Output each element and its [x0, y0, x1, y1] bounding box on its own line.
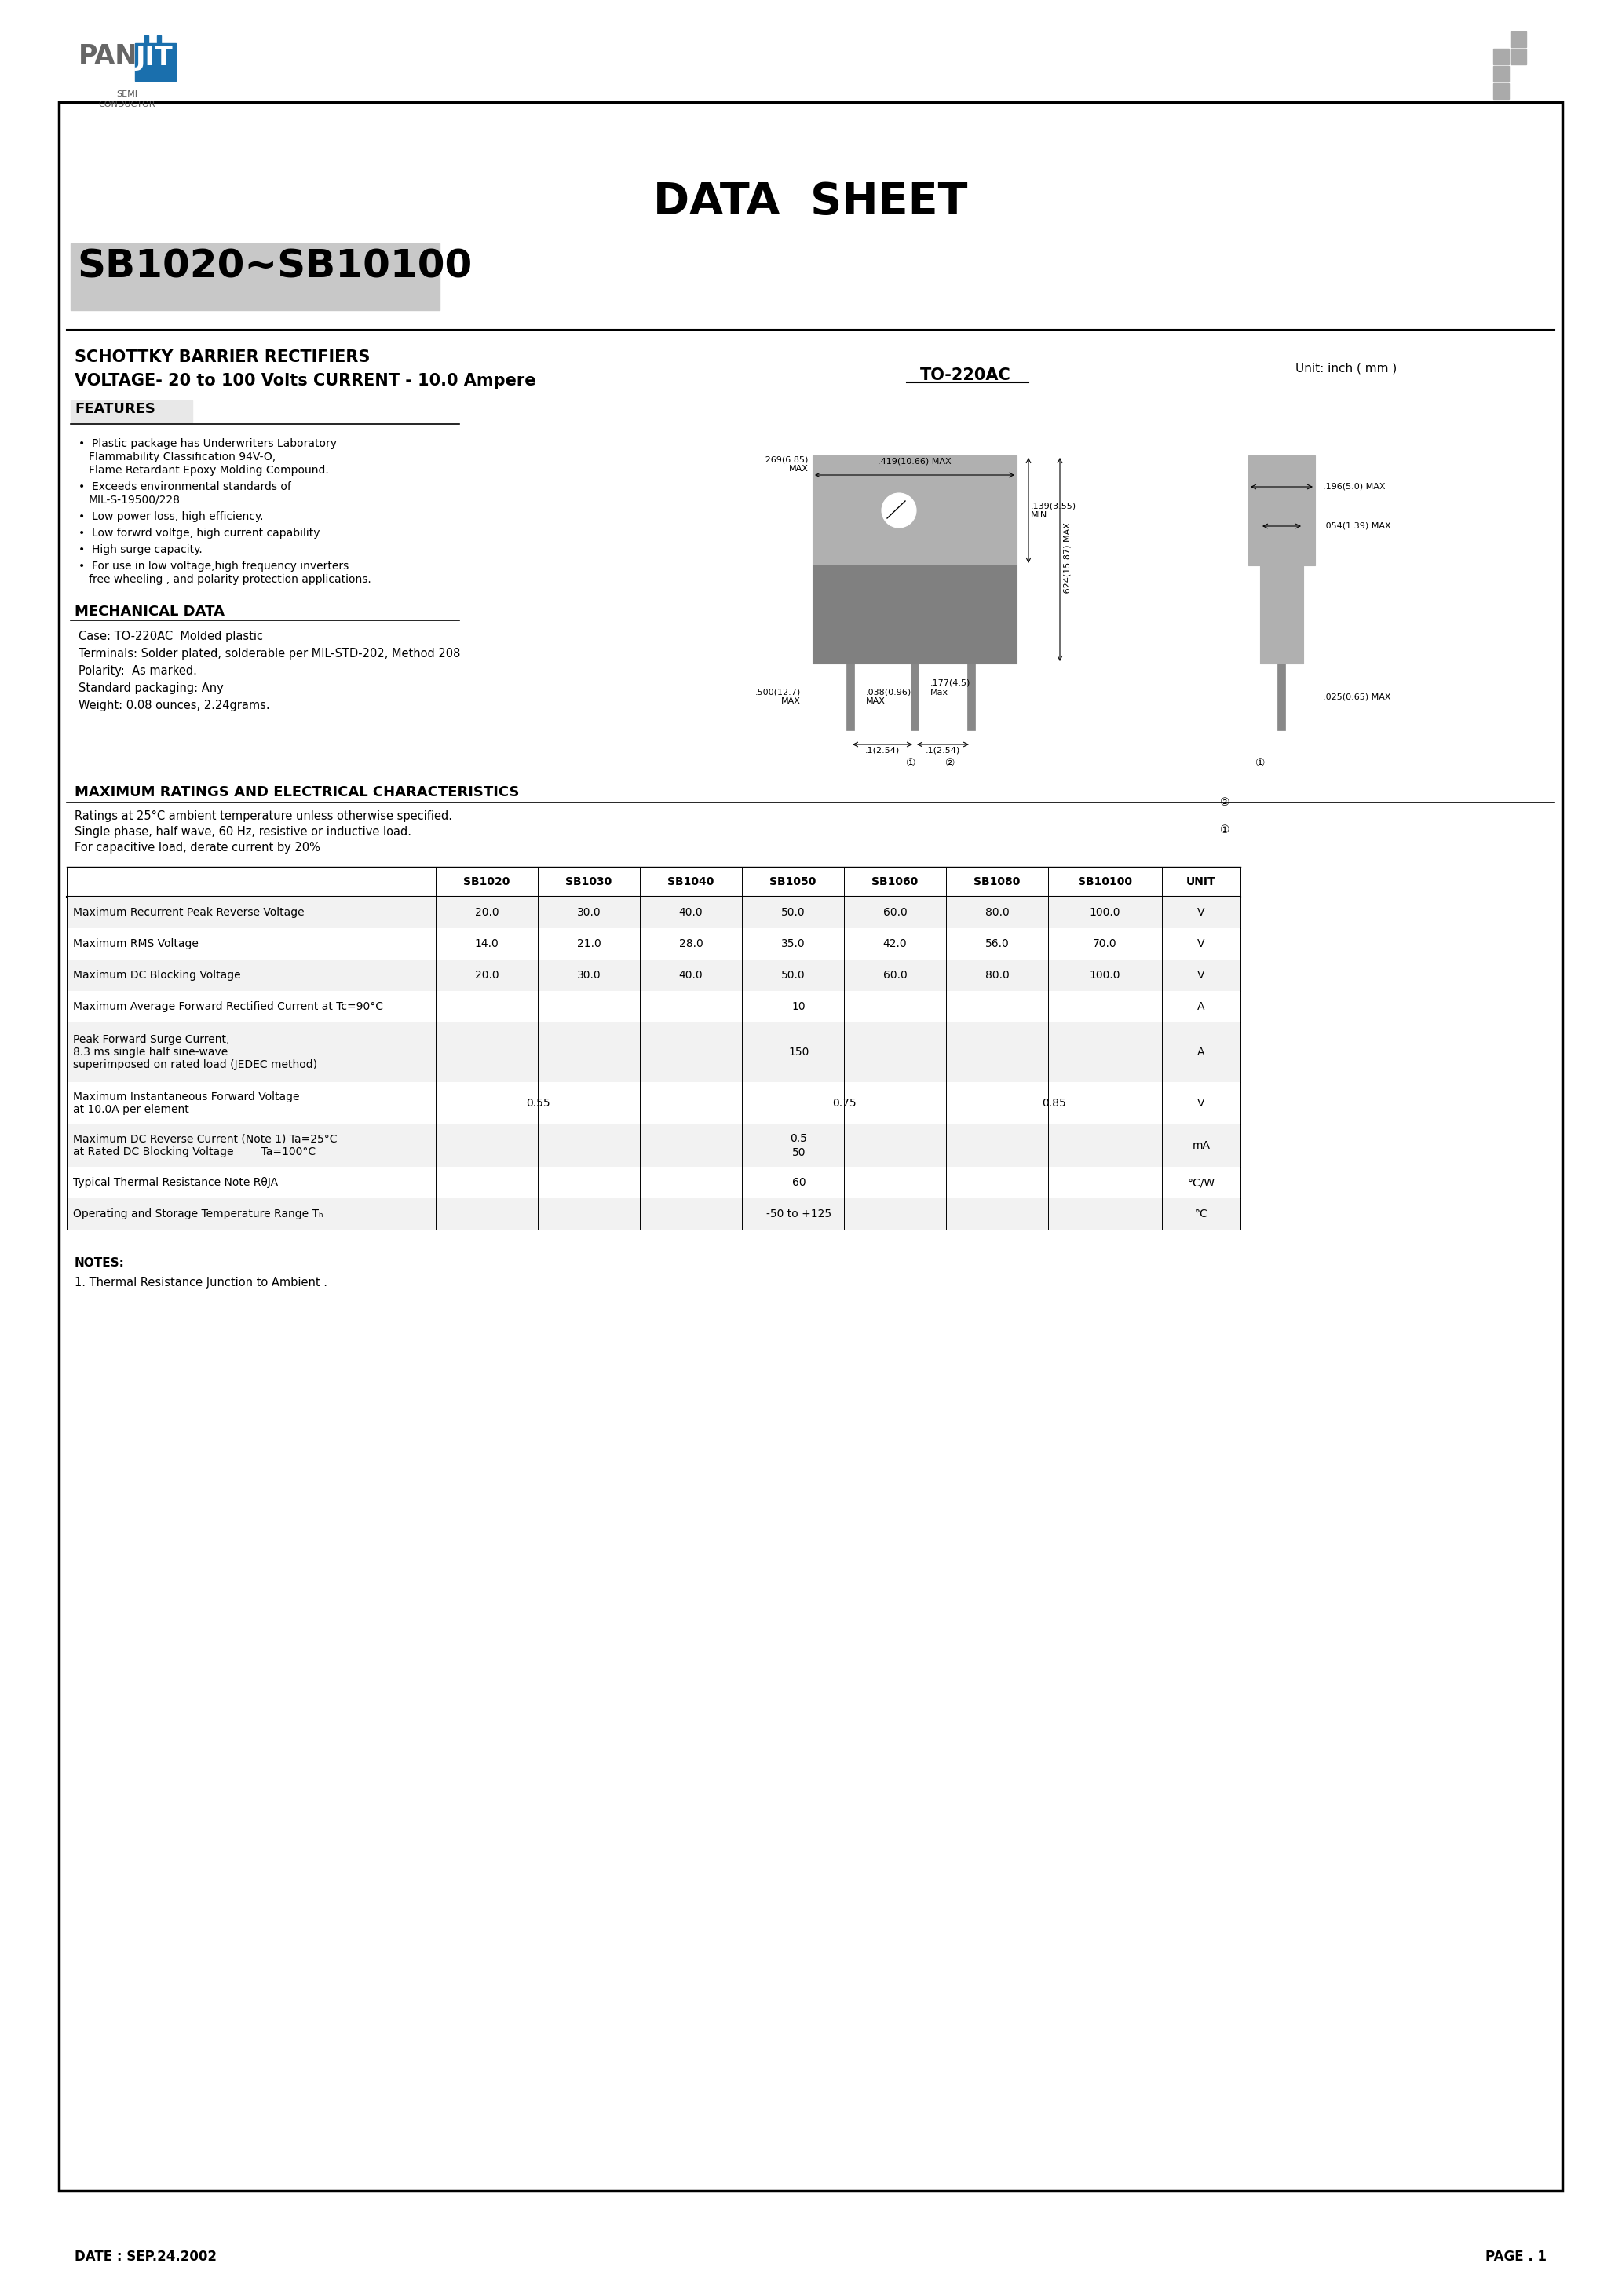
- Bar: [67, 1166, 1241, 1199]
- Text: SB1030: SB1030: [566, 877, 611, 886]
- Text: 100.0: 100.0: [1090, 969, 1121, 980]
- Text: UNIT: UNIT: [1186, 877, 1216, 886]
- Bar: [1494, 83, 1508, 99]
- Text: Polarity:  As marked.: Polarity: As marked.: [78, 666, 196, 677]
- Text: 20.0: 20.0: [475, 969, 500, 980]
- Text: 40.0: 40.0: [680, 969, 702, 980]
- Text: 14.0: 14.0: [475, 939, 500, 948]
- Text: For capacitive load, derate current by 20%: For capacitive load, derate current by 2…: [75, 843, 320, 854]
- Text: .139(3.55)
MIN: .139(3.55) MIN: [1032, 503, 1077, 519]
- Text: -50 to +125: -50 to +125: [766, 1208, 832, 1219]
- Text: 21.0: 21.0: [577, 939, 600, 948]
- Text: CONDUCTOR: CONDUCTOR: [99, 101, 156, 108]
- Text: .1(2.54): .1(2.54): [926, 746, 960, 753]
- Text: .624(15.87) MAX: .624(15.87) MAX: [1064, 521, 1072, 597]
- Text: SB1020~SB10100: SB1020~SB10100: [76, 248, 472, 285]
- Text: ①: ①: [1220, 824, 1229, 836]
- Text: 56.0: 56.0: [985, 939, 1009, 948]
- Text: MIL-S-19500/228: MIL-S-19500/228: [89, 494, 180, 505]
- Bar: [71, 243, 440, 310]
- Text: FEATURES: FEATURES: [75, 402, 156, 416]
- Text: •  Plastic package has Underwriters Laboratory: • Plastic package has Underwriters Labor…: [78, 439, 337, 450]
- Text: SB1060: SB1060: [871, 877, 918, 886]
- Bar: [67, 928, 1241, 960]
- Text: free wheeling , and polarity protection applications.: free wheeling , and polarity protection …: [89, 574, 371, 585]
- Text: 80.0: 80.0: [985, 969, 1009, 980]
- Text: SB10100: SB10100: [1079, 877, 1132, 886]
- Bar: [157, 34, 161, 44]
- Text: 0.75: 0.75: [832, 1097, 856, 1109]
- Text: Standard packaging: Any: Standard packaging: Any: [78, 682, 224, 693]
- Text: SB1020: SB1020: [464, 877, 509, 886]
- Text: 0.55: 0.55: [526, 1097, 550, 1109]
- Text: 0.85: 0.85: [1041, 1097, 1066, 1109]
- Bar: [67, 1125, 1241, 1166]
- Text: Maximum DC Reverse Current (Note 1) Ta=25°C
at Rated DC Blocking Voltage        : Maximum DC Reverse Current (Note 1) Ta=2…: [73, 1134, 337, 1157]
- Text: .269(6.85)
MAX: .269(6.85) MAX: [762, 455, 809, 473]
- Text: 35.0: 35.0: [780, 939, 805, 948]
- Bar: [67, 992, 1241, 1022]
- Text: V: V: [1197, 1097, 1205, 1109]
- Text: SB1080: SB1080: [973, 877, 1020, 886]
- Text: V: V: [1197, 969, 1205, 980]
- Bar: [1249, 455, 1315, 565]
- Text: 50.0: 50.0: [780, 907, 805, 918]
- Text: ②: ②: [1220, 797, 1229, 808]
- Bar: [67, 1199, 1241, 1231]
- Text: Flammability Classification 94V-O,: Flammability Classification 94V-O,: [89, 452, 276, 461]
- Text: Weight: 0.08 ounces, 2.24grams.: Weight: 0.08 ounces, 2.24grams.: [78, 700, 269, 712]
- Bar: [67, 960, 1241, 992]
- Bar: [813, 565, 1017, 664]
- Text: SEMI: SEMI: [117, 90, 138, 99]
- Text: NOTES:: NOTES:: [75, 1258, 125, 1270]
- Text: Unit: inch ( mm ): Unit: inch ( mm ): [1296, 363, 1397, 374]
- Text: Maximum Average Forward Rectified Current at Tc=90°C: Maximum Average Forward Rectified Curren…: [73, 1001, 383, 1013]
- Text: DATE : SEP.24.2002: DATE : SEP.24.2002: [75, 2250, 217, 2264]
- Text: MECHANICAL DATA: MECHANICAL DATA: [75, 604, 224, 618]
- Text: Ratings at 25°C ambient temperature unless otherwise specified.: Ratings at 25°C ambient temperature unle…: [75, 810, 453, 822]
- Bar: [135, 44, 175, 80]
- Bar: [1260, 565, 1302, 664]
- Text: 30.0: 30.0: [577, 969, 600, 980]
- Text: TO-220AC: TO-220AC: [920, 367, 1011, 383]
- Text: °C/W: °C/W: [1187, 1178, 1215, 1187]
- Text: MAXIMUM RATINGS AND ELECTRICAL CHARACTERISTICS: MAXIMUM RATINGS AND ELECTRICAL CHARACTER…: [75, 785, 519, 799]
- Text: VOLTAGE- 20 to 100 Volts CURRENT - 10.0 Ampere: VOLTAGE- 20 to 100 Volts CURRENT - 10.0 …: [75, 372, 535, 388]
- Text: Maximum RMS Voltage: Maximum RMS Voltage: [73, 939, 198, 948]
- Text: Peak Forward Surge Current,
8.3 ms single half sine-wave
superimposed on rated l: Peak Forward Surge Current, 8.3 ms singl…: [73, 1033, 318, 1070]
- Text: PAN: PAN: [78, 44, 138, 69]
- Text: A: A: [1197, 1047, 1205, 1058]
- Text: 1. Thermal Resistance Junction to Ambient .: 1. Thermal Resistance Junction to Ambien…: [75, 1277, 328, 1288]
- Text: 60.0: 60.0: [882, 969, 907, 980]
- Bar: [967, 664, 975, 730]
- Text: •  Exceeds environmental standards of: • Exceeds environmental standards of: [78, 482, 292, 491]
- Text: .025(0.65) MAX: .025(0.65) MAX: [1324, 693, 1390, 700]
- Text: SB1050: SB1050: [769, 877, 816, 886]
- Text: 60.0: 60.0: [882, 907, 907, 918]
- Text: Maximum DC Blocking Voltage: Maximum DC Blocking Voltage: [73, 969, 240, 980]
- Text: .500(12.7)
MAX: .500(12.7) MAX: [756, 689, 801, 705]
- Bar: [1278, 664, 1285, 730]
- Text: V: V: [1197, 907, 1205, 918]
- Text: Terminals: Solder plated, solderable per MIL-STD-202, Method 208: Terminals: Solder plated, solderable per…: [78, 647, 461, 659]
- Text: 50.0: 50.0: [780, 969, 805, 980]
- Text: •  Low forwrd voltge, high current capability: • Low forwrd voltge, high current capabi…: [78, 528, 320, 540]
- Text: 42.0: 42.0: [882, 939, 907, 948]
- Bar: [813, 455, 1017, 565]
- Text: 40.0: 40.0: [680, 907, 702, 918]
- Text: mA: mA: [1192, 1141, 1210, 1150]
- Text: SCHOTTKY BARRIER RECTIFIERS: SCHOTTKY BARRIER RECTIFIERS: [75, 349, 370, 365]
- Text: Case: TO-220AC  Molded plastic: Case: TO-220AC Molded plastic: [78, 631, 263, 643]
- Text: •  Low power loss, high efficiency.: • Low power loss, high efficiency.: [78, 512, 263, 521]
- Text: .196(5.0) MAX: .196(5.0) MAX: [1324, 482, 1385, 491]
- Text: V: V: [1197, 939, 1205, 948]
- Text: SB1040: SB1040: [668, 877, 714, 886]
- Text: Operating and Storage Temperature Range Tₕ: Operating and Storage Temperature Range …: [73, 1208, 323, 1219]
- Bar: [1494, 48, 1508, 64]
- Text: .419(10.66) MAX: .419(10.66) MAX: [878, 457, 952, 466]
- Text: .177(4.5)
Max: .177(4.5) Max: [931, 680, 970, 696]
- Text: •  High surge capacity.: • High surge capacity.: [78, 544, 203, 556]
- Text: Single phase, half wave, 60 Hz, resistive or inductive load.: Single phase, half wave, 60 Hz, resistiv…: [75, 827, 412, 838]
- Text: .1(2.54): .1(2.54): [865, 746, 900, 753]
- Text: 10: 10: [792, 1001, 806, 1013]
